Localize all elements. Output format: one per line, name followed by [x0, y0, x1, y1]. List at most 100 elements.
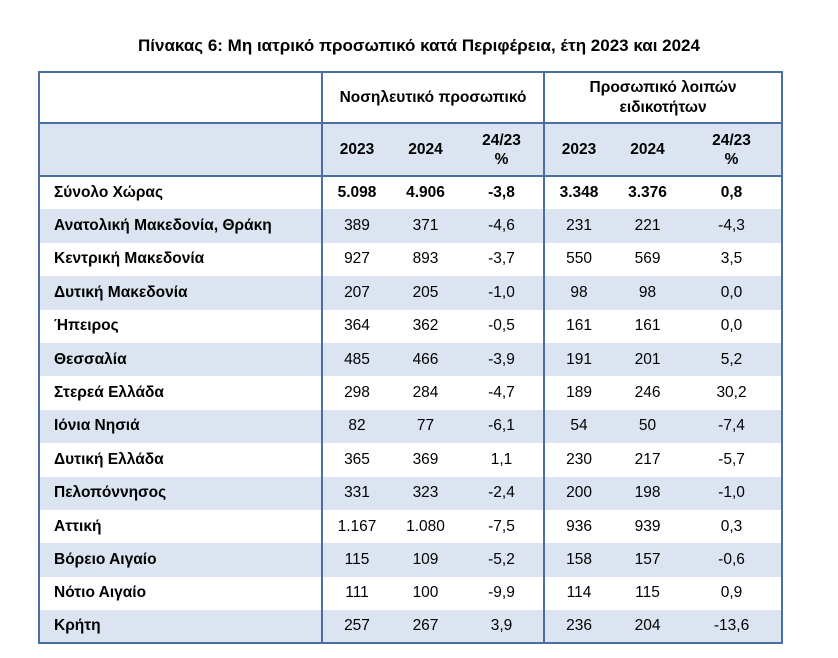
- other-2024-value: 50: [613, 409, 683, 444]
- other-change-unit: %: [724, 150, 739, 168]
- other-change-value: -1,0: [682, 476, 784, 510]
- table-row: Κεντρική Μακεδονία 927 893 -3,7 550 569 …: [38, 242, 784, 277]
- nursing-2023-value: 365: [344, 450, 370, 468]
- nursing-change-value: -6,1: [460, 409, 546, 444]
- nursing-change-value: -5,2: [460, 543, 546, 577]
- nursing-2023-value: 257: [322, 610, 391, 645]
- nursing-2024-value: 77: [391, 409, 460, 444]
- region-name: Δυτική Ελλάδα: [38, 443, 323, 477]
- nursing-change-value: -7,5: [460, 509, 546, 544]
- nursing-change-value: -9,9: [460, 576, 546, 611]
- other-change-header: 24/23 %: [682, 122, 784, 177]
- region-name: Ήπειρος: [38, 309, 323, 343]
- other-group-label-line1: Προσωπικό λοιπών: [589, 78, 737, 96]
- other-2023-value: 191: [544, 342, 614, 377]
- other-2023-value: 158: [544, 543, 614, 577]
- table-row: Βόρειο Αιγαίο 115 109 -5,2 158 157 -0,6: [38, 543, 784, 577]
- table-row: Πελοπόννησος 331 323 -2,4 200 198 -1,0: [38, 476, 784, 510]
- nursing-2024-value: 466: [391, 342, 460, 377]
- other-2024-value: 217: [634, 450, 661, 468]
- table-row: Νότιο Αιγαίο 111 100 -9,9 114 115 0,9: [38, 576, 784, 611]
- other-2023-value: 231: [544, 209, 614, 243]
- region-name: Δυτική Μακεδονία: [38, 276, 323, 310]
- nursing-2023-value: 207: [322, 276, 391, 310]
- other-2024-value: 221: [613, 209, 683, 243]
- group-header-row: Νοσηλευτικό προσωπικό Προσωπικό λοιπών ε…: [38, 71, 784, 123]
- other-group-label-line2: ειδικοτήτων: [619, 98, 707, 116]
- region-name: Κρήτη: [38, 610, 323, 645]
- other-change-value: 5,2: [682, 342, 784, 377]
- nursing-2024-value: 323: [391, 476, 460, 510]
- region-name: Θεσσαλία: [38, 342, 323, 377]
- region-name: Στερεά Ελλάδα: [38, 376, 323, 410]
- other-change-value: -5,7: [682, 443, 784, 477]
- nursing-2023-value: 111: [345, 584, 369, 602]
- nursing-2024-value: 4.906: [406, 184, 445, 202]
- other-2024-value: 198: [613, 476, 683, 510]
- nursing-group-header: Νοσηλευτικό προσωπικό: [322, 71, 546, 123]
- other-2023-value: 236: [544, 610, 614, 645]
- other-2024-value: 115: [635, 584, 660, 602]
- nursing-group-label: Νοσηλευτικό προσωπικό: [339, 88, 527, 106]
- nursing-2024-value: 205: [391, 276, 460, 310]
- nursing-2024-value: 267: [391, 610, 460, 645]
- nursing-change-value: -1,0: [460, 276, 546, 310]
- nursing-2023-value: 298: [344, 384, 370, 402]
- nursing-2024-value: 362: [412, 317, 439, 335]
- other-change-value: -13,6: [682, 610, 784, 645]
- region-name: Βόρειο Αιγαίο: [38, 543, 323, 577]
- nursing-change-header: 24/23 %: [460, 122, 546, 177]
- region-header-blank: [38, 71, 323, 123]
- nursing-2023-value: 5.098: [337, 184, 377, 202]
- other-2023-value: 3.348: [559, 184, 599, 202]
- other-2023-value: 230: [566, 450, 592, 468]
- nursing-2024-value: 109: [391, 543, 460, 577]
- other-change-value: 0,0: [682, 309, 784, 343]
- nursing-2024-value: 100: [412, 584, 439, 602]
- other-change-value: 0,8: [682, 176, 784, 210]
- region-name: Ιόνια Νησιά: [38, 409, 323, 444]
- table-row: Θεσσαλία 485 466 -3,9 191 201 5,2: [38, 342, 784, 377]
- nursing-2023-value: 115: [322, 543, 391, 577]
- nursing-2024-value: 284: [412, 384, 439, 402]
- region-name: Νότιο Αιγαίο: [38, 576, 323, 611]
- table-row: Αττική 1.167 1.080 -7,5 936 939 0,3: [38, 509, 784, 544]
- staff-table: Νοσηλευτικό προσωπικό Προσωπικό λοιπών ε…: [38, 71, 784, 645]
- table-row: Σύνολο Χώρας 5.098 4.906 -3,8 3.348 3.37…: [38, 176, 784, 210]
- region-name: Σύνολο Χώρας: [38, 176, 323, 210]
- nursing-2023-value: 331: [322, 476, 391, 510]
- other-2024-value: 98: [613, 276, 683, 310]
- nursing-2023-value: 364: [344, 317, 370, 335]
- other-2023-value: 200: [544, 476, 614, 510]
- region-column-header: [38, 122, 323, 177]
- nursing-change-value: -0,5: [460, 309, 546, 343]
- region-name: Κεντρική Μακεδονία: [38, 242, 323, 277]
- other-change-value: 30,2: [682, 376, 784, 410]
- other-change-value: -4,3: [682, 209, 784, 243]
- nursing-2023-value: 82: [322, 409, 391, 444]
- other-2024-value: 201: [613, 342, 683, 377]
- nursing-2024-value: 893: [412, 250, 439, 268]
- nursing-change-value: -2,4: [460, 476, 546, 510]
- other-2023-value: 550: [566, 250, 592, 268]
- nursing-2024-value: 369: [412, 450, 439, 468]
- region-name: Ανατολική Μακεδονία, Θράκη: [38, 209, 323, 243]
- nursing-change-unit: %: [494, 150, 509, 168]
- table-row: Ήπειρος 364 362 -0,5 161 161 0,0: [38, 309, 784, 343]
- other-2024-value: 3.376: [628, 184, 667, 202]
- nursing-2024-value: 1.080: [406, 517, 445, 535]
- table-row: Δυτική Ελλάδα 365 369 1,1 230 217 -5,7: [38, 443, 784, 477]
- table-row: Ανατολική Μακεδονία, Θράκη 389 371 -4,6 …: [38, 209, 784, 243]
- region-name: Αττική: [38, 509, 323, 544]
- other-2024-value: 204: [613, 610, 683, 645]
- table-row: Στερεά Ελλάδα 298 284 -4,7 189 246 30,2: [38, 376, 784, 410]
- nursing-change-value: -3,7: [460, 242, 546, 277]
- other-change-value: 0,3: [682, 509, 784, 544]
- table-title: Πίνακας 6: Μη ιατρικό προσωπικό κατά Περ…: [138, 36, 700, 55]
- nursing-2023-value: 1.167: [337, 517, 377, 535]
- other-2024-header: 2024: [613, 122, 683, 177]
- nursing-change-label: 24/23: [482, 131, 521, 149]
- nursing-2023-value: 389: [322, 209, 391, 243]
- other-2023-value: 114: [566, 584, 592, 602]
- nursing-2023-header: 2023: [322, 122, 391, 177]
